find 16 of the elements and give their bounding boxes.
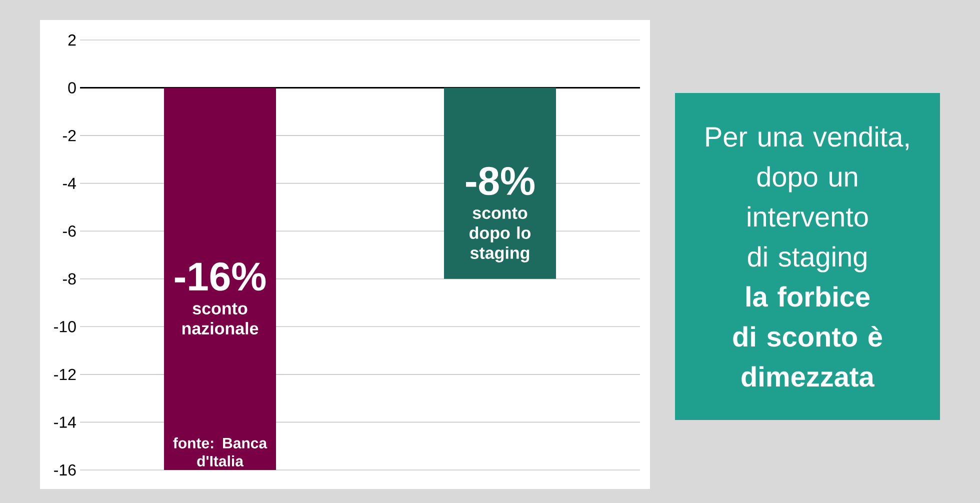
y-tick-label: -4 [62,178,76,189]
annotation: sconto dopo lo staging [470,208,531,262]
y-tick-label: -14 [54,416,76,428]
y-tick-label: -8 [62,273,76,285]
y-tick-label: -6 [62,225,76,237]
annotation: sconto nazionale [182,303,258,335]
data-label: -16% [174,262,266,291]
annotation: fonte: Banca d'Italia [173,437,268,466]
data-label: -8% [466,166,534,196]
y-tick-label: -10 [54,320,76,332]
y-tick-label: 2 [68,34,76,46]
y-tick-label: 0 [68,82,76,94]
y-tick-label: -12 [54,368,76,380]
text: Per una vendita, dopo un intervento di staging la forbice di sconto è dimezzata [706,126,908,387]
y-tick-label: -16 [54,464,76,476]
y-tick-label: -2 [62,130,76,142]
